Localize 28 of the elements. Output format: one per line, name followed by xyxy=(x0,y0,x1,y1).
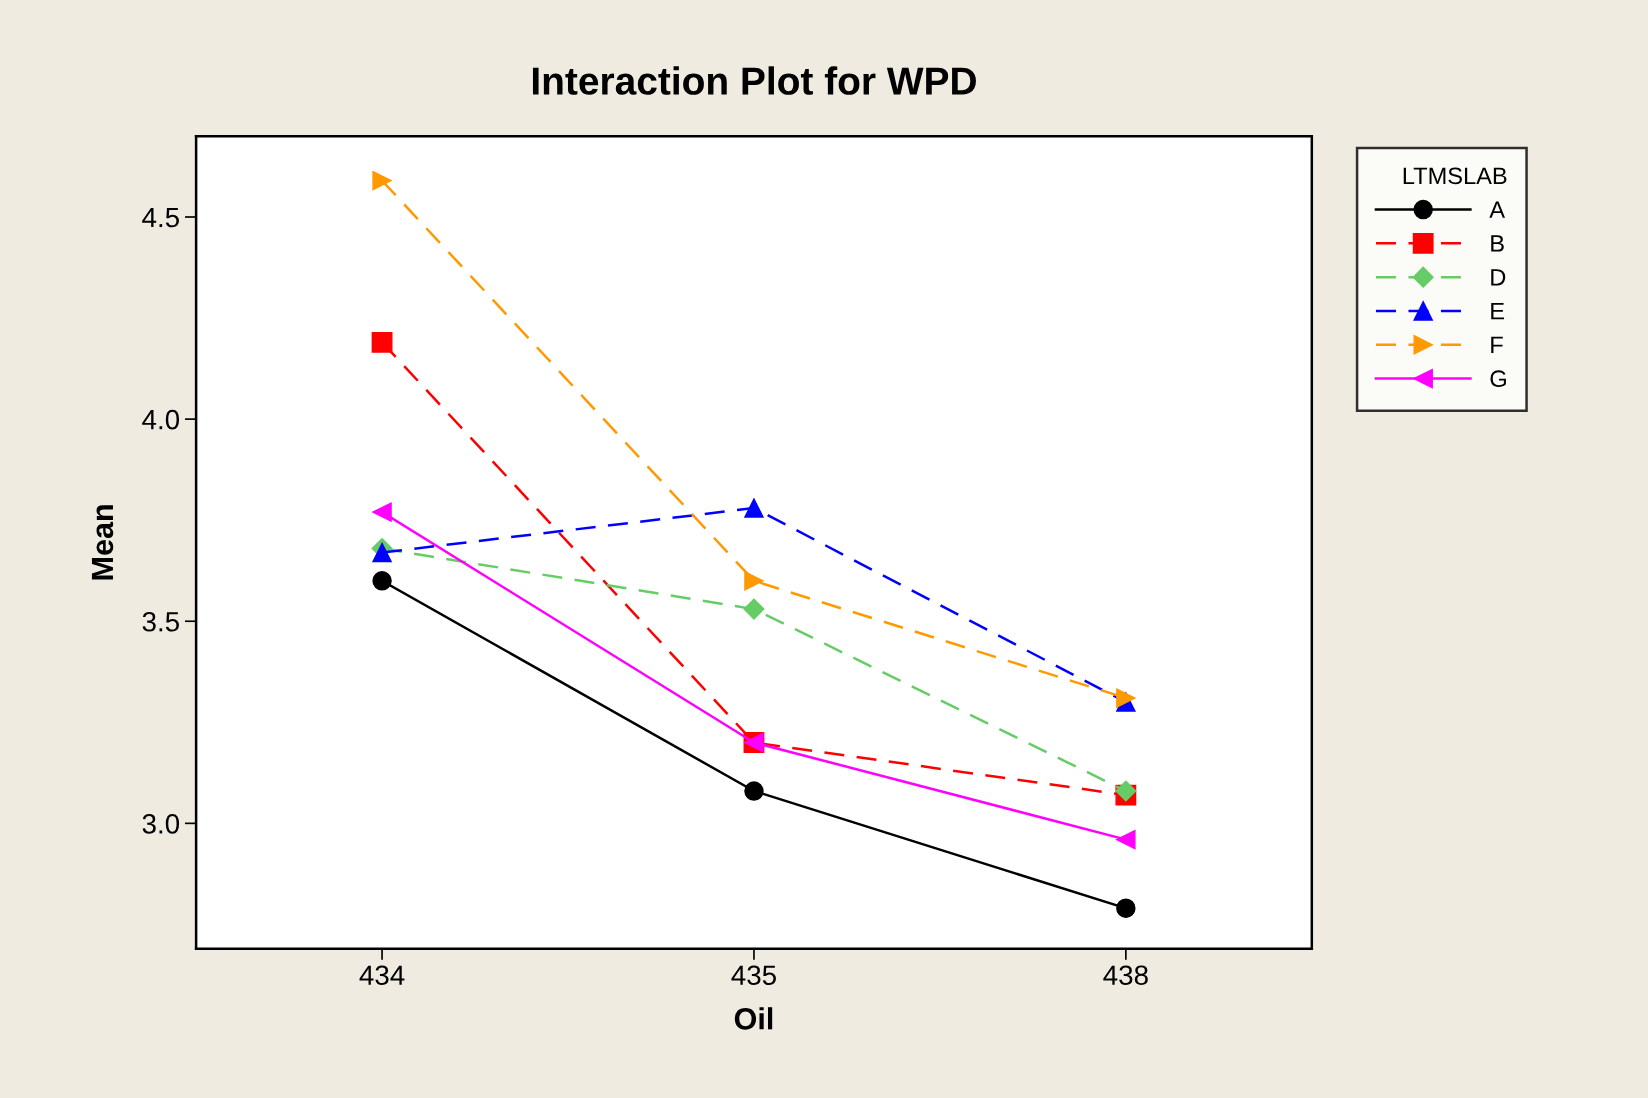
point xyxy=(372,542,392,563)
chart-title: Interaction Plot for WPD xyxy=(532,66,976,95)
x-axis-title: Oil xyxy=(734,1007,773,1030)
y-axis-title: Mean xyxy=(91,505,114,580)
point xyxy=(744,781,764,801)
y-tick-label: 4.5 xyxy=(142,207,179,228)
legend-label: F xyxy=(1491,336,1503,354)
point xyxy=(744,498,764,518)
x-tick-label: 435 xyxy=(731,965,776,986)
point xyxy=(744,571,764,591)
x-tick-label: 434 xyxy=(359,965,405,986)
point xyxy=(1116,898,1136,918)
legend-title: LTMSLAB xyxy=(1403,167,1507,185)
legend-label: D xyxy=(1491,269,1506,286)
point xyxy=(743,598,765,620)
legend-label: E xyxy=(1491,302,1505,320)
y-tick-label: 3.0 xyxy=(142,814,180,834)
legend-label: G xyxy=(1490,370,1506,388)
x-tick-label: 438 xyxy=(1103,965,1148,986)
y-tick-label: 4.0 xyxy=(142,409,180,430)
point xyxy=(372,502,392,522)
point xyxy=(372,571,392,591)
legend-label: A xyxy=(1489,201,1506,218)
y-tick-label: 3.5 xyxy=(142,611,179,632)
point xyxy=(371,331,393,353)
point xyxy=(372,170,392,191)
legend-label: B xyxy=(1491,235,1504,252)
point xyxy=(1116,829,1136,850)
